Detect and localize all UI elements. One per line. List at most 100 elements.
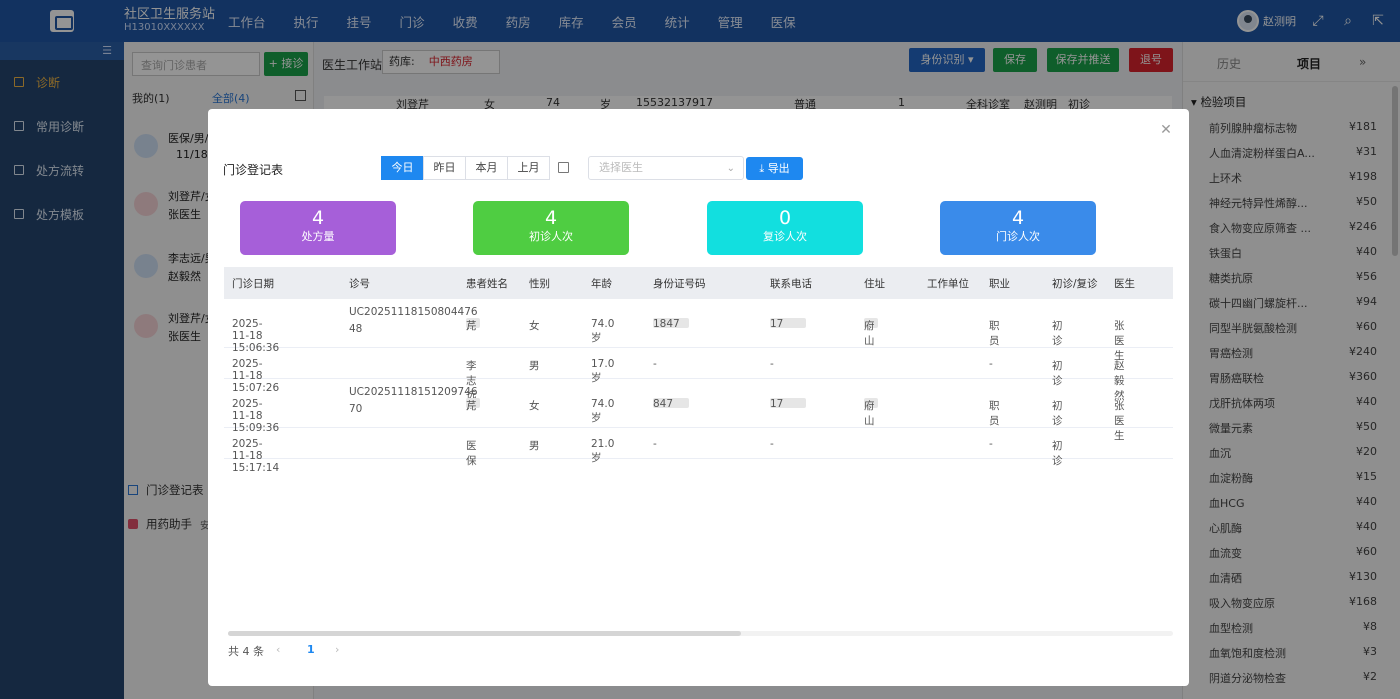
collapse-icon[interactable]: » — [1359, 55, 1367, 69]
list-item[interactable]: 神经元特异性烯醇... ¥50 — [1209, 195, 1385, 213]
list-item[interactable]: 阴道分泌物检查 ¥2 — [1209, 670, 1385, 688]
calendar-icon[interactable] — [295, 90, 306, 101]
list-item[interactable]: 血氧饱和度检测 ¥3 — [1209, 645, 1385, 663]
sidebar-item-diagnosis[interactable]: 诊断 — [0, 60, 124, 104]
list-item[interactable]: 戊肝抗体两项 ¥40 — [1209, 395, 1385, 413]
table-row[interactable]: 2025-11-18 15:09:36 UC20251118151209746 70… — [224, 379, 1173, 442]
doctor-select[interactable]: 选择医生 ⌄ — [588, 156, 744, 180]
list-item[interactable]: 胃肠癌联检 ¥360 — [1209, 370, 1385, 388]
list-item[interactable]: 糖类抗原 ¥56 — [1209, 270, 1385, 288]
tab-all[interactable]: 全部(4) — [212, 92, 250, 105]
user-name[interactable]: 赵测明 — [1263, 15, 1296, 28]
segment-last-month[interactable]: 上月 — [507, 156, 550, 180]
masked-text — [864, 397, 878, 408]
list-item[interactable]: 碳十四幽门螺旋杆... ¥94 — [1209, 295, 1385, 313]
nav-item[interactable]: 管理 — [717, 14, 743, 30]
list-item[interactable]: 血流变 ¥60 — [1209, 545, 1385, 563]
table-row[interactable]: 2025-11-18 15:07:26 李志远 男 17.0岁 - - - 初诊 赵毅然 — [224, 348, 1173, 402]
nav-item[interactable]: 工作台 — [228, 14, 266, 30]
tab-mine[interactable]: 我的(1) — [132, 92, 170, 105]
list-item[interactable]: 血型检测 ¥8 — [1209, 620, 1385, 638]
pagination: 共 4 条 ‹ 1 › — [228, 643, 339, 659]
fullscreen-icon[interactable]: ⤢ — [1312, 13, 1324, 29]
next-page-icon[interactable]: › — [335, 643, 340, 656]
list-item[interactable]: 血沉 ¥20 — [1209, 445, 1385, 463]
save-button[interactable]: 保存 — [993, 48, 1037, 72]
nav-item[interactable]: 挂号 — [346, 14, 372, 30]
patient-sub: 张医生 — [168, 208, 201, 221]
cell-text: 府 — [864, 319, 875, 332]
menu-collapse-icon[interactable]: ☰ — [0, 42, 124, 60]
export-button[interactable]: ⤓ 导出 — [746, 157, 803, 180]
list-item[interactable]: 刘登芹/女 张医生 — [124, 182, 314, 238]
sidebar-item-prescription-template[interactable]: 处方模板 — [0, 192, 124, 236]
segment-yesterday[interactable]: 昨日 — [423, 156, 466, 180]
list-item[interactable]: 血HCG ¥40 — [1209, 495, 1385, 513]
list-item[interactable]: 人血清淀粉样蛋白A... ¥31 — [1209, 145, 1385, 163]
section-title[interactable]: ▾ 检验项目 — [1191, 95, 1247, 109]
save-send-button[interactable]: 保存并推送 — [1047, 48, 1119, 72]
list-item[interactable]: 刘登芹/女 张医生 — [124, 304, 314, 360]
scrollbar[interactable] — [1392, 86, 1398, 256]
brand: 社区卫生服务站 H13010XXXXXX — [124, 8, 224, 34]
cell-text: 2025-11-18 15:07:26 — [232, 357, 280, 394]
sidebar-item-prescription-flow[interactable]: 处方流转 — [0, 148, 124, 192]
prev-page-icon[interactable]: ‹ — [276, 643, 281, 656]
list-item[interactable]: 铁蛋白 ¥40 — [1209, 245, 1385, 263]
list-item[interactable]: 心肌酶 ¥40 — [1209, 520, 1385, 538]
pharmacy-select[interactable]: 药库: 中西药房 — [382, 50, 500, 74]
cell-text: 李志远 — [466, 359, 477, 402]
list-item[interactable]: 胃癌检测 ¥240 — [1209, 345, 1385, 363]
list-item[interactable]: 食入物变应原筛查 ... ¥246 — [1209, 220, 1385, 238]
stat-card-prescriptions: 4 处方量 — [240, 201, 396, 255]
page-number[interactable]: 1 — [307, 643, 315, 656]
stat-value: 0 — [778, 207, 792, 229]
nav-item[interactable]: 医保 — [770, 14, 796, 30]
item-name: 血型检测 — [1209, 622, 1253, 635]
nav-item[interactable]: 库存 — [558, 14, 584, 30]
list-item[interactable]: 上环术 ¥198 — [1209, 170, 1385, 188]
list-item[interactable]: 吸入物变应原 ¥168 — [1209, 595, 1385, 613]
nav-item[interactable]: 药房 — [505, 14, 531, 30]
patient-search-input[interactable]: 查询门诊患者 — [132, 52, 260, 76]
section-label: 检验项目 — [1200, 95, 1247, 109]
horizontal-scrollbar[interactable] — [228, 631, 1173, 636]
table-row[interactable]: 2025-11-18 15:17:14 医保 男 21.0岁 - - - 初诊 — [224, 428, 1173, 474]
sidebar-item-common-diagnosis[interactable]: 常用诊断 — [0, 104, 124, 148]
list-item[interactable]: 同型半胱氨酸检测 ¥60 — [1209, 320, 1385, 338]
segment-this-month[interactable]: 本月 — [465, 156, 508, 180]
register-link[interactable]: 门诊登记表 — [124, 478, 314, 502]
nav-item[interactable]: 执行 — [293, 14, 319, 30]
list-item[interactable]: 血清硒 ¥130 — [1209, 570, 1385, 588]
identify-button[interactable]: 身份识别 ▾ — [909, 48, 985, 72]
list-item[interactable]: 医保/男/2 11/18 — [124, 124, 314, 180]
admit-button[interactable]: + 接诊 — [264, 52, 308, 76]
table-row[interactable]: 2025-11-18 15:06:36 UC20251118150804476 48… — [224, 299, 1173, 362]
tab-history[interactable]: 历史 — [1217, 57, 1242, 71]
list-item[interactable]: 血淀粉酶 ¥15 — [1209, 470, 1385, 488]
nav-item[interactable]: 统计 — [664, 14, 690, 30]
nav-item[interactable]: 会员 — [611, 14, 637, 30]
cell-text: 初诊 — [1052, 359, 1063, 387]
item-name: 血氧饱和度检测 — [1209, 647, 1286, 660]
close-icon[interactable]: ✕ — [1160, 122, 1172, 138]
list-item[interactable]: 微量元素 ¥50 — [1209, 420, 1385, 438]
list-item[interactable]: 前列腺肿瘤标志物 ¥181 — [1209, 120, 1385, 138]
user-avatar[interactable] — [1237, 10, 1259, 32]
nav-item[interactable]: 门诊 — [399, 14, 425, 30]
external-link-icon[interactable]: ⇱ — [1372, 13, 1384, 29]
calendar-icon[interactable] — [558, 162, 569, 173]
export-label: 导出 — [767, 162, 790, 175]
cell-text: 17 — [770, 397, 784, 410]
item-price: ¥198 — [1349, 170, 1377, 183]
segment-today[interactable]: 今日 — [381, 156, 424, 180]
cell-text: - — [653, 437, 657, 450]
nav-item[interactable]: 收费 — [452, 14, 478, 30]
tab-items[interactable]: 项目 — [1297, 57, 1322, 71]
refund-button[interactable]: 退号 — [1129, 48, 1173, 72]
search-icon[interactable]: ⌕ — [1344, 13, 1352, 29]
list-item[interactable]: 李志远/男 赵毅然 — [124, 244, 314, 300]
scroll-thumb[interactable] — [228, 631, 741, 636]
cell-text: 职员 — [989, 319, 1000, 347]
patient-sub: 11/18 — [176, 148, 208, 161]
